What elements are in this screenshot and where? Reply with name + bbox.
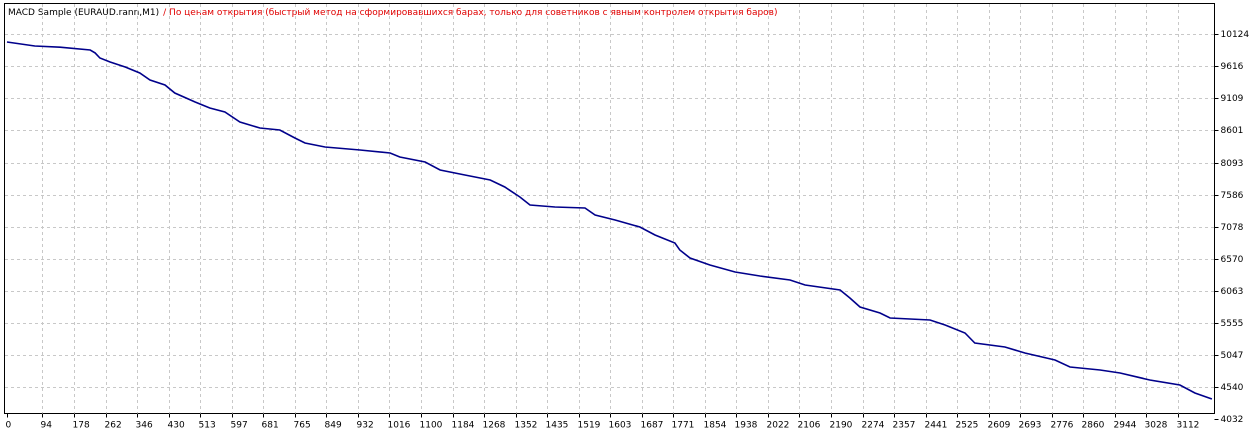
x-tick-label: 1938: [735, 421, 758, 431]
y-tick-label: 4032: [1221, 415, 1244, 425]
x-tick-label: 3028: [1145, 421, 1168, 431]
y-tick-label: 6570: [1221, 255, 1244, 265]
plot-frame: [4, 3, 1215, 414]
y-tick-label: 7586: [1221, 191, 1244, 201]
x-tick-label: 430: [168, 421, 185, 431]
x-tick-label: 1352: [515, 421, 538, 431]
x-tick-label: 1854: [704, 421, 727, 431]
x-tick-label: 1603: [609, 421, 632, 431]
x-tick-label: 2693: [1019, 421, 1042, 431]
title: MACD Sample (EURAUD.rann,M1): [8, 8, 159, 18]
y-tick-label: 7078: [1221, 223, 1244, 233]
x-tick-label: 3112: [1177, 421, 1200, 431]
x-tick-label: 1519: [578, 421, 601, 431]
x-tick-label: 1184: [452, 421, 475, 431]
x-tick-label: 2106: [798, 421, 821, 431]
y-tick-label: 9109: [1221, 94, 1244, 104]
x-tick-label: 849: [325, 421, 342, 431]
x-tick-label: 2776: [1051, 421, 1074, 431]
y-tick-label: 8601: [1221, 126, 1244, 136]
x-tick-label: 2190: [830, 421, 853, 431]
x-tick-label: 178: [73, 421, 90, 431]
x-tick-label: 346: [136, 421, 153, 431]
x-tick-label: 2525: [956, 421, 979, 431]
y-tick-label: 4540: [1221, 383, 1244, 393]
x-tick-label: 1268: [483, 421, 506, 431]
x-tick-label: 2357: [893, 421, 916, 431]
x-tick-label: 2944: [1114, 421, 1137, 431]
x-tick-label: 0: [6, 421, 12, 431]
x-tick-label: 1687: [641, 421, 664, 431]
y-tick-label: 9616: [1221, 62, 1244, 72]
x-tick-label: 2441: [925, 421, 948, 431]
x-tick-label: 765: [294, 421, 311, 431]
y-tick-label: 5555: [1221, 319, 1244, 329]
x-tick-label: 94: [41, 421, 53, 431]
x-tick-label: 597: [231, 421, 248, 431]
y-tick-label: 10124: [1221, 30, 1250, 40]
x-tick-label: 1435: [546, 421, 569, 431]
x-tick-label: 2022: [767, 421, 790, 431]
y-tick-label: 5047: [1221, 351, 1244, 361]
x-tick-label: 1016: [388, 421, 411, 431]
x-tick-label: 2274: [862, 421, 885, 431]
chart-title: MACD Sample (EURAUD.rann,M1) / По ценам о…: [8, 8, 778, 18]
x-tick-label: 2860: [1082, 421, 1105, 431]
x-tick-label: 932: [357, 421, 374, 431]
y-tick-label: 8093: [1221, 159, 1244, 169]
x-tick-label: 681: [262, 421, 279, 431]
balance-line: [6, 41, 1213, 400]
x-tick-label: 262: [105, 421, 122, 431]
subtitle: / По ценам открытия (быстрый метод на сф…: [163, 8, 777, 18]
x-tick-label: 2609: [988, 421, 1011, 431]
x-tick-label: 513: [199, 421, 216, 431]
y-tick-label: 6063: [1221, 287, 1244, 297]
x-tick-label: 1100: [420, 421, 443, 431]
x-tick-label: 1771: [672, 421, 695, 431]
